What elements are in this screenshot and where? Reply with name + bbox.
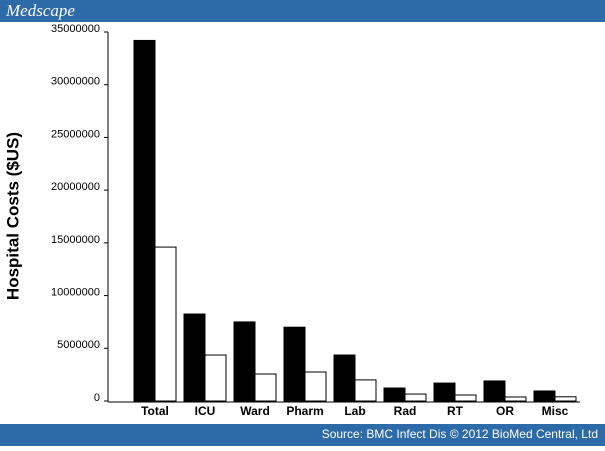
y-tick-label: 10000000: [51, 286, 100, 298]
bar: [183, 313, 206, 402]
x-tick-label: Rad: [394, 404, 417, 418]
footer-source: Source: BMC Infect Dis © 2012 BioMed Cen…: [322, 427, 598, 441]
bar: [283, 326, 306, 402]
bar: [554, 396, 577, 402]
y-tick-label: 25000000: [51, 128, 100, 140]
bar: [433, 382, 456, 402]
bar: [333, 354, 356, 402]
bar: [483, 380, 506, 402]
bar: [254, 373, 277, 402]
x-tick-label: Pharm: [286, 404, 323, 418]
bar: [354, 379, 377, 402]
bar: [154, 246, 177, 402]
y-axis-label: Hospital Costs ($US): [3, 132, 22, 300]
x-tick-label: Ward: [240, 404, 270, 418]
x-tick-label: ICU: [195, 404, 216, 418]
x-tick-label: OR: [496, 404, 514, 418]
bar: [133, 39, 156, 402]
x-tick-label: Misc: [542, 404, 569, 418]
y-tick-label: 35000000: [51, 23, 100, 35]
bar: [233, 321, 256, 402]
bar: [504, 396, 527, 402]
bar: [404, 393, 427, 402]
bar: [533, 390, 556, 402]
header-bar: [0, 0, 605, 22]
x-tick-label: Total: [141, 404, 169, 418]
bar: [304, 371, 327, 402]
bar: [383, 387, 406, 402]
footer-bar: [0, 424, 605, 446]
header-title: Medscape: [5, 1, 75, 20]
x-tick-label: RT: [447, 404, 464, 418]
y-tick-label: 15000000: [51, 234, 100, 246]
x-tick-label: Lab: [344, 404, 365, 418]
y-tick-label: 20000000: [51, 181, 100, 193]
y-tick-label: 0: [94, 392, 100, 404]
bar: [204, 354, 227, 402]
y-tick-label: 30000000: [51, 76, 100, 88]
bar: [454, 394, 477, 402]
y-tick-label: 5000000: [57, 339, 100, 351]
